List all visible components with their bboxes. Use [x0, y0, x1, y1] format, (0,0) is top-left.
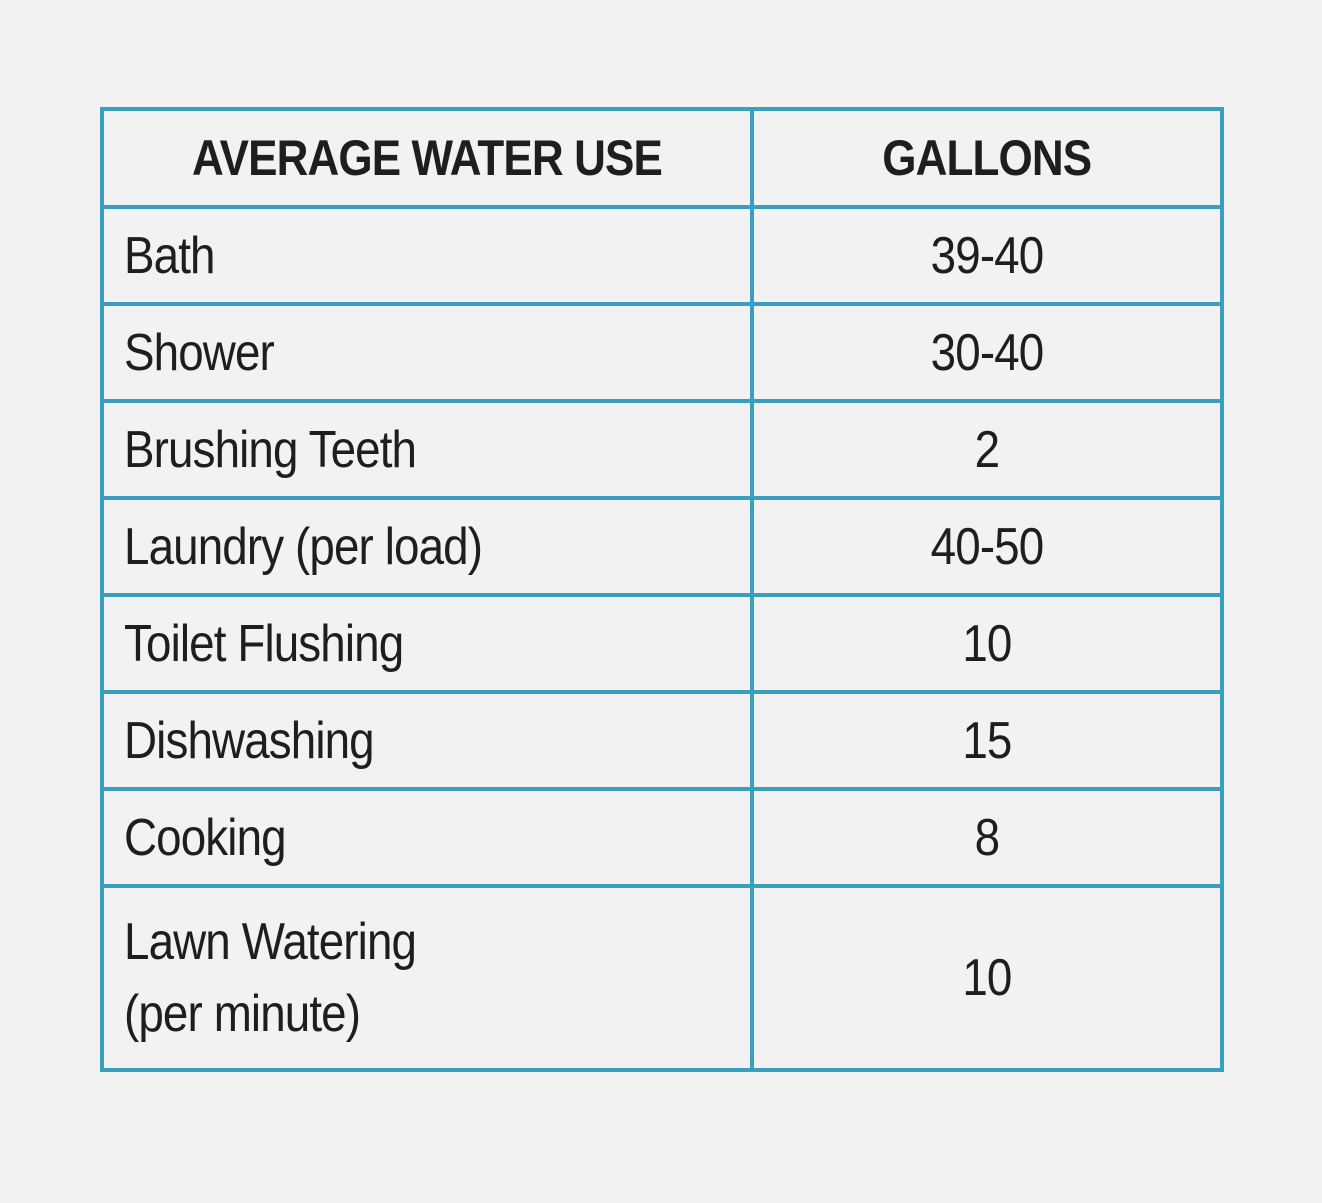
activity-line: (per minute): [124, 985, 361, 1043]
header-gallons: GALLONS: [750, 107, 1224, 209]
gallons-cell: 40-50: [750, 496, 1224, 597]
header-activity: AVERAGE WATER USE: [100, 107, 754, 209]
table-row: Lawn Watering (per minute) 10: [100, 884, 1224, 1072]
table-row: Dishwashing 15: [100, 690, 1224, 791]
activity-line: Lawn Watering: [124, 913, 417, 971]
activity-cell: Laundry (per load): [100, 496, 754, 597]
gallons-cell: 10: [750, 884, 1224, 1072]
table-row: Bath 39-40: [100, 205, 1224, 306]
gallons-cell: 8: [750, 787, 1224, 888]
activity-cell: Shower: [100, 302, 754, 403]
gallons-cell: 15: [750, 690, 1224, 791]
table-header-row: AVERAGE WATER USE GALLONS: [100, 107, 1224, 209]
table-row: Laundry (per load) 40-50: [100, 496, 1224, 597]
table-row: Brushing Teeth 2: [100, 399, 1224, 500]
gallons-cell: 39-40: [750, 205, 1224, 306]
water-use-table: AVERAGE WATER USE GALLONS Bath 39-40 Sho…: [100, 107, 1224, 1072]
table-row: Toilet Flushing 10: [100, 593, 1224, 694]
gallons-cell: 30-40: [750, 302, 1224, 403]
activity-cell: Toilet Flushing: [100, 593, 754, 694]
gallons-cell: 10: [750, 593, 1224, 694]
table-row: Shower 30-40: [100, 302, 1224, 403]
activity-cell: Cooking: [100, 787, 754, 888]
activity-cell: Lawn Watering (per minute): [100, 884, 754, 1072]
activity-cell: Brushing Teeth: [100, 399, 754, 500]
activity-cell: Bath: [100, 205, 754, 306]
table-row: Cooking 8: [100, 787, 1224, 888]
gallons-cell: 2: [750, 399, 1224, 500]
water-use-table-container: AVERAGE WATER USE GALLONS Bath 39-40 Sho…: [100, 107, 1224, 1072]
activity-cell: Dishwashing: [100, 690, 754, 791]
